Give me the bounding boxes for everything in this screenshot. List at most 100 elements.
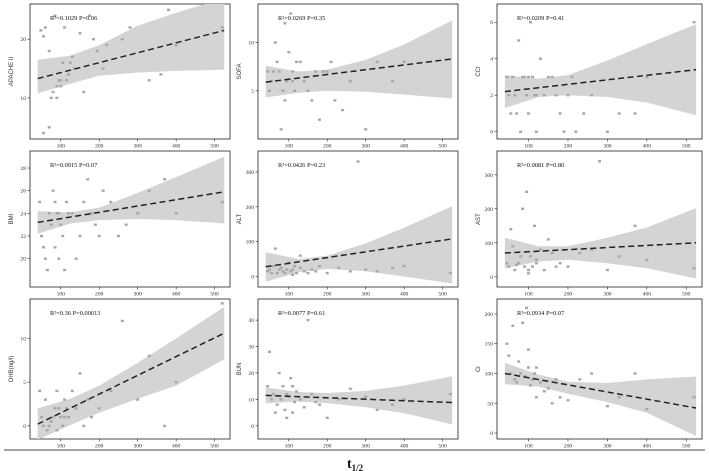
data-point bbox=[70, 55, 74, 58]
data-point bbox=[578, 378, 582, 381]
y-tick-label: 300 bbox=[485, 173, 494, 179]
data-point bbox=[348, 387, 352, 390]
y-tick-label: 26 bbox=[20, 189, 26, 195]
x-tick-label: 200 bbox=[95, 444, 104, 450]
y-axis-label: CCI bbox=[476, 66, 482, 77]
y-tick-label: 40 bbox=[248, 318, 254, 324]
stat-annotation: R²=0.0081 P=0.80 bbox=[517, 162, 564, 169]
data-point bbox=[43, 26, 47, 29]
data-point bbox=[558, 396, 562, 399]
data-point bbox=[521, 321, 525, 324]
data-point bbox=[554, 265, 558, 268]
data-point bbox=[289, 270, 293, 273]
data-point bbox=[531, 265, 534, 268]
data-point bbox=[534, 258, 538, 261]
data-point bbox=[220, 302, 224, 305]
data-point bbox=[271, 264, 275, 268]
data-point bbox=[291, 268, 295, 271]
data-point bbox=[546, 238, 550, 241]
data-point bbox=[266, 385, 270, 388]
data-point bbox=[43, 398, 47, 401]
data-point bbox=[42, 131, 45, 135]
data-point bbox=[566, 399, 570, 402]
regression-line bbox=[37, 191, 225, 224]
data-point bbox=[67, 415, 70, 419]
data-point bbox=[109, 389, 113, 393]
x-tick-label: 500 bbox=[682, 292, 691, 298]
data-point bbox=[527, 366, 530, 369]
data-point bbox=[538, 57, 542, 60]
data-point bbox=[570, 75, 574, 79]
data-point bbox=[45, 429, 49, 432]
data-point bbox=[542, 390, 546, 393]
data-point bbox=[550, 402, 554, 405]
x-tick-label: 200 bbox=[323, 144, 332, 150]
data-point bbox=[507, 354, 511, 357]
data-point bbox=[523, 75, 527, 79]
data-point bbox=[519, 130, 523, 133]
data-point bbox=[402, 264, 406, 268]
data-point bbox=[550, 251, 554, 255]
x-tick-label: 500 bbox=[438, 144, 447, 150]
data-point bbox=[57, 79, 61, 82]
data-point bbox=[527, 268, 530, 272]
data-point bbox=[53, 246, 57, 249]
data-point bbox=[605, 268, 609, 272]
x-tick-label: 500 bbox=[210, 292, 219, 298]
data-point bbox=[513, 268, 517, 272]
data-point bbox=[59, 85, 63, 88]
data-point bbox=[525, 190, 529, 193]
chart-panel-apache: 100 200 300 400 500 10 20 APACHE II R²=0.1029 P=… bbox=[9, 3, 231, 150]
data-point bbox=[402, 398, 406, 401]
data-point bbox=[147, 354, 151, 358]
data-point bbox=[275, 60, 279, 64]
data-point bbox=[68, 61, 72, 64]
data-point bbox=[163, 424, 167, 428]
data-point bbox=[527, 75, 530, 79]
x-tick-label: 300 bbox=[603, 144, 612, 150]
data-point bbox=[505, 262, 509, 265]
data-point bbox=[582, 112, 586, 115]
data-point bbox=[174, 380, 178, 384]
y-tick-label: 22 bbox=[20, 234, 26, 240]
data-point bbox=[59, 223, 63, 226]
plot-content bbox=[37, 302, 225, 439]
data-point bbox=[120, 319, 124, 323]
x-axis-title: t1/2 bbox=[347, 457, 364, 471]
data-point bbox=[271, 70, 275, 73]
data-point bbox=[42, 35, 45, 38]
data-point bbox=[590, 94, 594, 97]
data-point bbox=[542, 94, 546, 97]
data-point bbox=[90, 212, 93, 215]
data-point bbox=[289, 377, 293, 380]
data-point bbox=[279, 128, 283, 131]
x-tick-label: 100 bbox=[524, 292, 533, 298]
regression-line bbox=[37, 29, 225, 80]
data-point bbox=[314, 70, 318, 73]
data-point bbox=[117, 234, 120, 238]
y-tick-label: 20 bbox=[248, 371, 254, 377]
data-point bbox=[329, 60, 333, 64]
data-point bbox=[692, 21, 696, 24]
x-axis-title-main: t bbox=[347, 457, 352, 471]
data-point bbox=[321, 70, 325, 73]
stat-annotation: R²=0.0269 P=0.35 bbox=[278, 15, 325, 22]
stat-annotation: R²=0.0934 P=0.07 bbox=[517, 310, 565, 317]
y-axis-label: AST bbox=[476, 213, 482, 225]
data-point bbox=[533, 372, 536, 375]
x-axis-title-subscript: 1/2 bbox=[352, 463, 364, 471]
chart-panel-ast: 100 200 300 400 500 0 100 200 300 AST R²=0.0081 P=… bbox=[476, 150, 703, 298]
data-point bbox=[167, 8, 170, 12]
x-tick-label: 500 bbox=[682, 144, 691, 150]
data-point bbox=[617, 396, 621, 399]
data-point bbox=[525, 94, 529, 97]
data-point bbox=[63, 415, 67, 419]
y-tick-label: 100 bbox=[485, 241, 494, 247]
data-point bbox=[295, 271, 298, 275]
data-point bbox=[59, 415, 63, 419]
data-point bbox=[63, 26, 67, 29]
data-point bbox=[40, 415, 43, 419]
data-point bbox=[72, 67, 76, 70]
data-point bbox=[562, 130, 566, 133]
data-point bbox=[375, 408, 379, 412]
